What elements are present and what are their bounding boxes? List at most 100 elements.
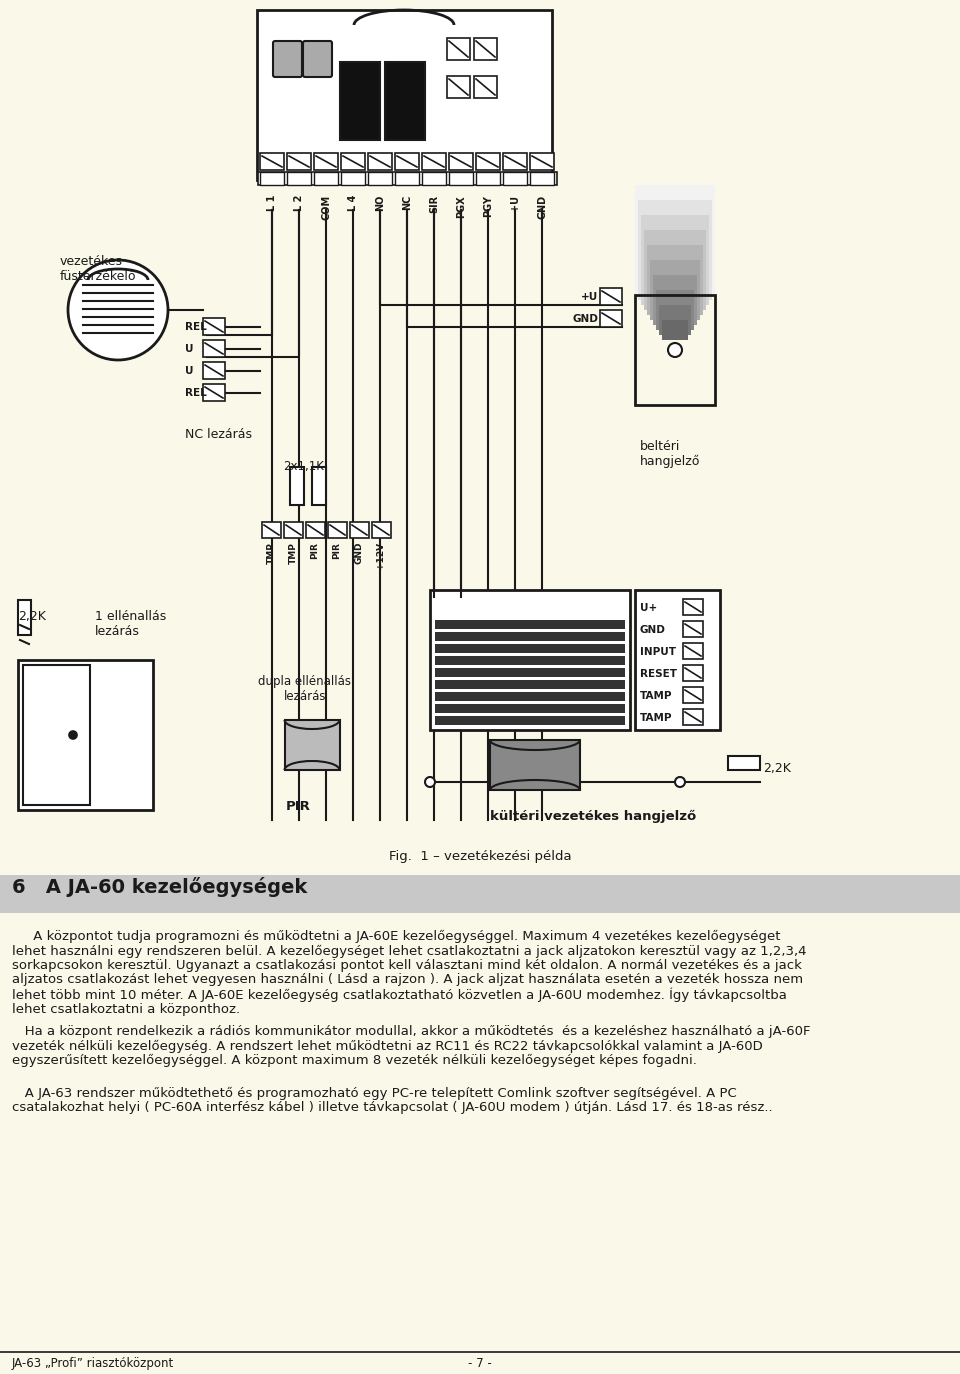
Text: U: U xyxy=(185,365,194,376)
Text: NO: NO xyxy=(375,195,385,212)
Bar xyxy=(476,172,500,185)
Bar xyxy=(476,153,500,170)
Text: NC lezárás: NC lezárás xyxy=(185,427,252,441)
Bar xyxy=(530,172,554,185)
Bar xyxy=(372,522,391,539)
Bar xyxy=(368,153,392,170)
Bar xyxy=(435,620,625,629)
Bar xyxy=(635,185,715,295)
Bar xyxy=(287,172,311,185)
Text: NC: NC xyxy=(402,195,412,210)
Text: kültéri vezetékes hangjelző: kültéri vezetékes hangjelző xyxy=(490,811,696,823)
Bar xyxy=(644,229,706,311)
Text: PIR: PIR xyxy=(310,541,320,559)
Text: TAMP: TAMP xyxy=(640,691,673,701)
Text: 2,2K: 2,2K xyxy=(763,763,791,775)
Bar xyxy=(683,599,703,616)
Text: lehet használni egy rendszeren belül. A kezelőegységet lehet csatlakoztatni a ja: lehet használni egy rendszeren belül. A … xyxy=(12,944,806,958)
Text: - 7 -: - 7 - xyxy=(468,1358,492,1370)
Text: +U: +U xyxy=(581,293,598,302)
Text: L 1: L 1 xyxy=(267,195,277,212)
Text: Fig.  1 – vezetékezési példa: Fig. 1 – vezetékezési példa xyxy=(389,851,571,863)
Text: beltéri
hangjelző: beltéri hangjelző xyxy=(640,440,701,469)
Bar xyxy=(490,741,580,790)
Text: RESET: RESET xyxy=(640,669,677,679)
Text: aljzatos csatlakozást lehet vegyesen használni ( Lásd a rajzon ). A jack aljzat : aljzatos csatlakozást lehet vegyesen has… xyxy=(12,974,804,987)
Bar xyxy=(203,361,225,379)
Bar xyxy=(385,62,425,140)
Text: +12V: +12V xyxy=(376,541,386,569)
Bar xyxy=(659,305,691,335)
Bar xyxy=(422,172,446,185)
Bar xyxy=(422,153,446,170)
Text: vezetékes
füstérzékelő: vezetékes füstérzékelő xyxy=(60,256,136,283)
Bar xyxy=(314,172,338,185)
Text: U+: U+ xyxy=(640,603,658,613)
Bar xyxy=(18,660,153,811)
Bar xyxy=(306,522,325,539)
Circle shape xyxy=(425,778,435,787)
Circle shape xyxy=(68,260,168,360)
Bar xyxy=(435,692,625,701)
Text: L 2: L 2 xyxy=(294,195,304,212)
Text: REL: REL xyxy=(185,322,206,333)
Text: REL: REL xyxy=(185,387,206,398)
Bar xyxy=(435,644,625,653)
Text: 2x1,1K: 2x1,1K xyxy=(283,460,324,473)
Bar xyxy=(449,153,473,170)
Bar xyxy=(203,317,225,335)
Text: Ha a központ rendelkezik a rádiós kommunikátor modullal, akkor a működtetés  és : Ha a központ rendelkezik a rádiós kommun… xyxy=(12,1025,810,1037)
Bar xyxy=(435,680,625,688)
Bar xyxy=(435,655,625,665)
Text: GND: GND xyxy=(572,315,598,324)
Bar xyxy=(662,320,688,339)
Text: PGY: PGY xyxy=(483,195,493,217)
Bar xyxy=(449,172,473,185)
Bar xyxy=(474,38,497,60)
Text: egyszerűsített kezelőegységgel. A központ maximum 8 vezeték nélküli kezelőegység: egyszerűsített kezelőegységgel. A közpon… xyxy=(12,1054,697,1068)
Bar xyxy=(435,716,625,725)
Bar xyxy=(447,38,470,60)
Bar xyxy=(287,153,311,170)
Bar xyxy=(600,311,622,327)
Text: GND: GND xyxy=(354,541,364,565)
Text: 2,2K: 2,2K xyxy=(18,610,46,622)
Text: GND: GND xyxy=(640,625,666,635)
Bar xyxy=(290,467,304,506)
Bar xyxy=(395,153,419,170)
Bar xyxy=(314,153,338,170)
Bar xyxy=(447,76,470,98)
Circle shape xyxy=(668,344,682,357)
Bar xyxy=(260,153,284,170)
Bar xyxy=(641,214,709,305)
Text: TAMP: TAMP xyxy=(640,713,673,723)
Bar xyxy=(683,687,703,703)
Bar xyxy=(683,643,703,660)
Bar xyxy=(647,245,703,315)
Bar xyxy=(257,10,552,180)
Text: 6   A JA-60 kezelőegységek: 6 A JA-60 kezelőegységek xyxy=(12,877,307,897)
Text: sorkapcsokon keresztül. Ugyanazt a csatlakozási pontot kell választani mind két : sorkapcsokon keresztül. Ugyanazt a csatl… xyxy=(12,959,802,971)
Bar xyxy=(430,589,630,730)
Bar xyxy=(203,383,225,401)
Text: vezeték nélküli kezelőegység. A rendszert lehet működtetni az RC11 és RC22 távka: vezeték nélküli kezelőegység. A rendszer… xyxy=(12,1040,763,1052)
Circle shape xyxy=(69,731,77,739)
Bar xyxy=(23,665,90,805)
Text: JA-63 „Profi” riasztóközpont: JA-63 „Profi” riasztóközpont xyxy=(12,1358,175,1370)
Text: L 4: L 4 xyxy=(348,195,358,212)
Bar xyxy=(683,665,703,682)
Text: 1 ellénallás
lezárás: 1 ellénallás lezárás xyxy=(95,610,166,638)
Text: PIR: PIR xyxy=(285,800,310,813)
Bar xyxy=(341,153,365,170)
Bar xyxy=(203,339,225,357)
Text: lehet csatlakoztatni a központhoz.: lehet csatlakoztatni a központhoz. xyxy=(12,1003,240,1015)
Bar xyxy=(503,153,527,170)
Bar xyxy=(350,522,369,539)
Bar xyxy=(18,600,31,635)
Bar xyxy=(328,522,347,539)
Bar xyxy=(653,275,697,326)
Text: U: U xyxy=(185,344,194,354)
Circle shape xyxy=(675,778,685,787)
FancyBboxPatch shape xyxy=(303,41,332,77)
Text: lehet több mint 10 méter. A JA-60E kezelőegység csatlakoztatható közvetlen a JA-: lehet több mint 10 méter. A JA-60E kezel… xyxy=(12,988,787,1003)
